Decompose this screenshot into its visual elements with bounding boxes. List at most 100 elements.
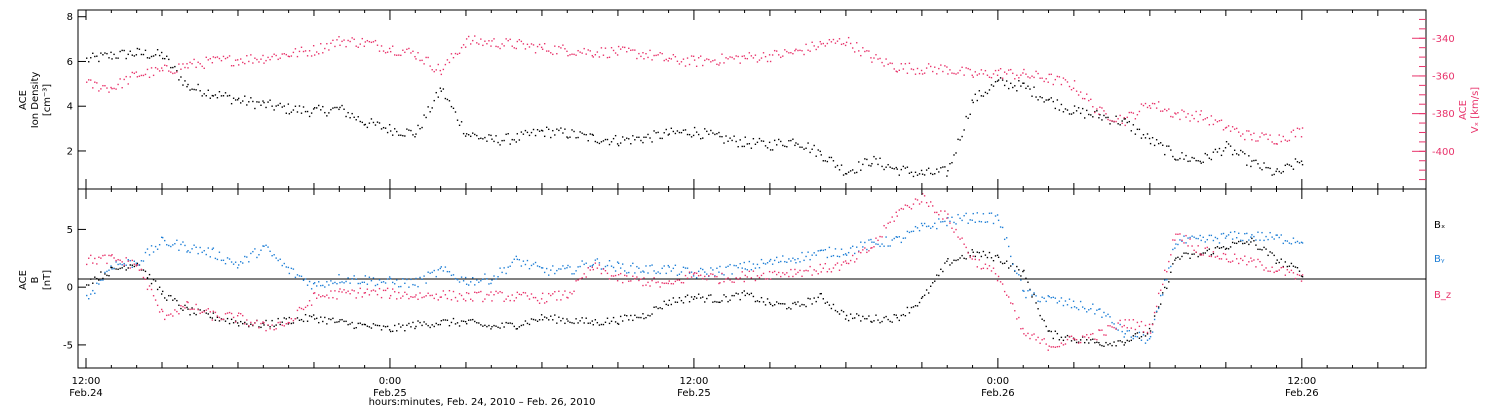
density-point [558, 129, 560, 132]
bz-point [158, 311, 161, 313]
bx-point [288, 316, 291, 319]
density-point [552, 129, 554, 132]
vx-point [294, 48, 297, 50]
vx-point [1060, 83, 1063, 86]
x-tick-label-time: 12:00 [680, 376, 709, 387]
by-point [1225, 235, 1228, 237]
vx-point [322, 52, 324, 54]
bz-point [499, 290, 501, 293]
density-point [795, 142, 797, 144]
bz-point [440, 296, 443, 298]
by-point [189, 251, 191, 254]
by-point [1119, 323, 1121, 326]
density-point [172, 66, 174, 69]
density-point [845, 173, 848, 175]
bz-point [450, 299, 453, 301]
by-point [714, 275, 716, 277]
density-point [536, 129, 539, 131]
vx-point [721, 53, 723, 55]
bz-point [404, 291, 406, 294]
vx-point [817, 46, 819, 48]
vx-point [1235, 127, 1238, 130]
vx-point [1273, 143, 1275, 145]
bx-point [729, 299, 731, 301]
bx-point [1246, 241, 1248, 243]
bz-point [1101, 329, 1103, 331]
bz-point [363, 292, 366, 294]
bx-point [692, 298, 695, 300]
bx-point [1054, 330, 1057, 332]
vx-point [996, 74, 999, 76]
density-point [752, 137, 755, 140]
vx-point [288, 55, 291, 58]
x-tick-label-date: Feb.26 [1285, 388, 1319, 399]
bx-point [277, 317, 279, 320]
by-point [195, 246, 197, 248]
by-point [649, 265, 651, 267]
bx-point [495, 325, 497, 327]
bx-point [1043, 319, 1045, 322]
bx-point [1199, 254, 1201, 256]
by-point [1005, 237, 1008, 239]
density-point [135, 54, 138, 56]
density-point [976, 99, 978, 102]
bz-point [965, 246, 967, 249]
by-point [351, 278, 353, 280]
bx-point [1119, 340, 1121, 342]
bx-point [610, 320, 613, 322]
by-point [1189, 236, 1191, 239]
vx-point [534, 52, 537, 54]
by-point [626, 272, 628, 274]
bz-point [860, 251, 862, 254]
bx-point [117, 268, 119, 271]
bz-point [189, 308, 191, 311]
bz-point [811, 274, 813, 276]
bx-point [1242, 242, 1244, 245]
bx-point [842, 311, 845, 313]
vx-point [845, 41, 848, 44]
density-point [1058, 109, 1061, 111]
density-point [1115, 115, 1117, 117]
by-point [653, 270, 655, 272]
bx-point [700, 297, 702, 299]
bx-point [442, 319, 445, 321]
by-point [704, 271, 706, 273]
density-point [1003, 84, 1006, 87]
bz-point [822, 267, 824, 269]
bx-point [1070, 340, 1073, 342]
vx-point [287, 55, 290, 57]
density-point [142, 53, 145, 56]
bz-point [667, 282, 669, 285]
density-point [906, 166, 909, 168]
by-point [947, 217, 949, 219]
density-point [1134, 133, 1137, 135]
bz-point [766, 278, 769, 280]
by-point [1257, 231, 1259, 233]
bz-point [725, 278, 727, 280]
vx-point [540, 46, 543, 49]
density-point [997, 79, 1000, 81]
by-point [1090, 308, 1092, 310]
bx-point [773, 304, 776, 306]
vx-point [577, 49, 579, 52]
bottom-left-ylabel: ACE B [nT] [18, 270, 53, 290]
bz-point [1202, 254, 1204, 256]
density-point [1088, 113, 1090, 116]
bx-point [357, 322, 359, 325]
bx-point [283, 317, 285, 319]
bx-point [600, 323, 603, 326]
bz-point [236, 315, 239, 317]
vx-point [464, 46, 467, 48]
density-point [642, 141, 644, 144]
bz-point [226, 312, 229, 314]
bz-point [1144, 324, 1147, 327]
by-point [1166, 279, 1168, 281]
density-point [1045, 99, 1047, 101]
by-point [680, 271, 683, 273]
by-point [172, 244, 174, 246]
bx-point [538, 319, 541, 321]
bx-point [318, 321, 320, 324]
density-point [1068, 113, 1071, 115]
vx-point [545, 50, 548, 52]
bx-point [446, 319, 449, 321]
